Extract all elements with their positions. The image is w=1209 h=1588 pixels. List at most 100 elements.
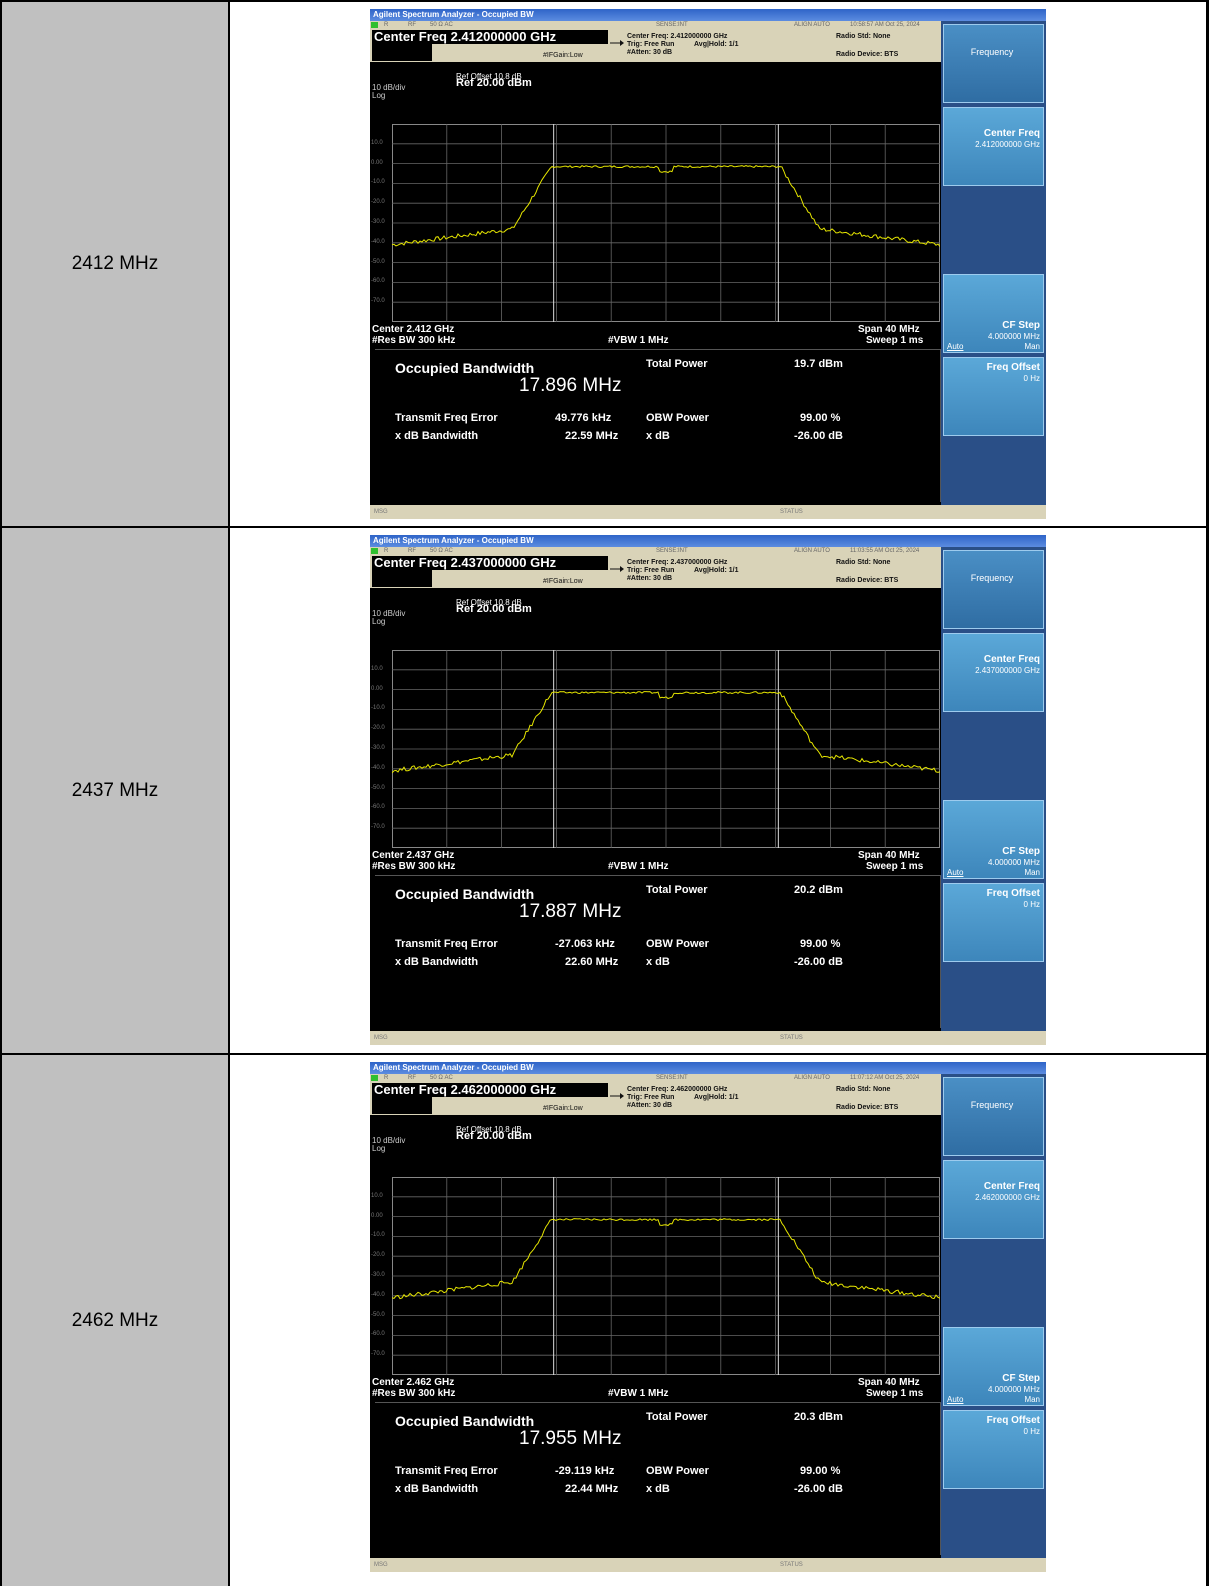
freq-offset-softkey[interactable]: Freq Offset 0 Hz xyxy=(943,1410,1044,1489)
xdb-bandwidth-value: 22.59 MHz xyxy=(565,430,619,442)
log-scale-label: Log xyxy=(372,91,386,100)
measurement-results-panel: Occupied Bandwidth 17.896 MHz Total Powe… xyxy=(375,349,941,502)
center-freq-softkey[interactable]: Center Freq 2.412000000 GHz xyxy=(943,107,1044,186)
if-gain: #IFGain:Low xyxy=(543,52,583,59)
freq-offset-label: Freq Offset xyxy=(986,1415,1040,1426)
input-impedance: 50 Ω AC xyxy=(430,1075,453,1081)
r-indicator: R xyxy=(384,1075,389,1081)
if-gain: #IFGain:Low xyxy=(543,1105,583,1112)
frequency-menu-button[interactable]: Frequency xyxy=(943,1077,1044,1156)
total-power-label: Total Power xyxy=(646,1411,708,1423)
spectrum-trace xyxy=(392,1218,940,1300)
cf-step-value: 4.000000 MHz xyxy=(987,1385,1040,1394)
occupied-bandwidth-value: 17.896 MHz xyxy=(519,375,622,396)
input-impedance: 50 Ω AC xyxy=(430,22,453,28)
status-label: STATUS xyxy=(780,1035,803,1041)
obw-power-label: OBW Power xyxy=(646,1465,709,1477)
y-tick-label: 10.0 xyxy=(371,139,383,146)
resolution-bandwidth: #Res BW 300 kHz xyxy=(372,335,456,346)
obw-power-label: OBW Power xyxy=(646,938,709,950)
log-scale-label: Log xyxy=(372,617,386,626)
channel-frequency-label: 2412 MHz xyxy=(71,253,159,274)
lxi-indicator-icon xyxy=(371,22,378,28)
obw-power-value: 99.00 % xyxy=(800,1465,841,1477)
cf-step-auto: Auto xyxy=(947,1395,964,1404)
frequency-menu-button[interactable]: Frequency xyxy=(943,24,1044,103)
spectrum-graticule xyxy=(392,124,940,322)
frequency-menu-label: Frequency xyxy=(970,1100,1014,1110)
cf-step-man: Man xyxy=(1024,1395,1040,1404)
transmit-freq-error-label: Transmit Freq Error xyxy=(395,1465,498,1477)
frequency-label-cell: 2462 MHz xyxy=(2,1055,230,1586)
center-freq-softkey[interactable]: Center Freq 2.462000000 GHz xyxy=(943,1160,1044,1239)
freq-offset-value: 0 Hz xyxy=(1023,1427,1040,1436)
y-tick-label: -60.0 xyxy=(371,1331,385,1338)
trigger-info: Trig: Free Run xyxy=(627,1094,675,1101)
freq-offset-softkey[interactable]: Freq Offset 0 Hz xyxy=(943,357,1044,436)
span: Span 40 MHz xyxy=(858,1377,920,1388)
y-tick-label: -70.0 xyxy=(371,298,385,305)
center-freq-softkey[interactable]: Center Freq 2.437000000 GHz xyxy=(943,633,1044,712)
radio-std: Radio Std: None xyxy=(836,559,891,566)
rf-indicator: RF xyxy=(408,548,416,554)
trigger-info: Trig: Free Run xyxy=(627,567,675,574)
avg-hold-info: Avg|Hold: 1/1 xyxy=(694,567,739,574)
occupied-bandwidth-value: 17.887 MHz xyxy=(519,901,622,922)
status-line: R RF 50 Ω AC SENSE:INT ALIGN AUTO 11:03:… xyxy=(370,547,941,555)
y-tick-label: -60.0 xyxy=(371,278,385,285)
video-bandwidth: #VBW 1 MHz xyxy=(608,335,669,346)
sweep-time: Sweep 1 ms xyxy=(866,1388,924,1399)
obw-power-value: 99.00 % xyxy=(800,938,841,950)
radio-device: Radio Device: BTS xyxy=(836,51,899,58)
center-freq-title: Center Freq 2.412000000 GHz xyxy=(372,30,608,44)
frequency-menu-button[interactable]: Frequency xyxy=(943,550,1044,629)
align-indicator: ALIGN AUTO xyxy=(794,1075,830,1081)
r-indicator: R xyxy=(384,22,389,28)
cf-step-softkey[interactable]: CF Step 4.000000 MHz Man Auto xyxy=(943,1327,1044,1406)
cf-step-value: 4.000000 MHz xyxy=(987,858,1040,867)
analyzer-title-bar: Agilent Spectrum Analyzer - Occupied BW xyxy=(370,9,1046,21)
total-power-label: Total Power xyxy=(646,884,708,896)
log-scale-label: Log xyxy=(372,1144,386,1153)
cf-step-softkey[interactable]: CF Step 4.000000 MHz Man Auto xyxy=(943,274,1044,353)
y-tick-label: -70.0 xyxy=(371,1351,385,1358)
ref-level: Ref 20.00 dBm xyxy=(456,603,532,615)
row-2462: 2462 MHz Agilent Spectrum Analyzer - Occ… xyxy=(2,1055,1206,1586)
table-row xyxy=(2,528,1206,1055)
spectrum-plot-area: Ref Offset 10.8 dB Ref 20.00 dBm 10 dB/d… xyxy=(370,1115,941,1402)
center-freq-softkey-value: 2.437000000 GHz xyxy=(975,666,1040,675)
header-black-block xyxy=(372,44,432,61)
occupied-bandwidth-label: Occupied Bandwidth xyxy=(395,886,535,902)
xdb-bandwidth-label: x dB Bandwidth xyxy=(395,956,479,968)
attenuation-info: #Atten: 30 dB xyxy=(627,49,673,56)
y-tick-label: -30.0 xyxy=(371,1272,385,1278)
header-black-block xyxy=(372,570,432,587)
ref-level: Ref 20.00 dBm xyxy=(456,1130,532,1142)
cf-step-label: CF Step xyxy=(1002,1373,1040,1384)
xdb-bandwidth-value: 22.44 MHz xyxy=(565,1483,619,1495)
y-tick-label: 0.00 xyxy=(371,1212,383,1219)
align-indicator: ALIGN AUTO xyxy=(794,22,830,28)
timestamp: 11:03:55 AM Oct 25, 2024 xyxy=(850,548,920,554)
center-freq-softkey-value: 2.412000000 GHz xyxy=(975,140,1040,149)
spectrum-analyzer-screenshot: Agilent Spectrum Analyzer - Occupied BW … xyxy=(370,9,1046,519)
spectrum-trace xyxy=(392,691,940,774)
frequency-menu-label: Frequency xyxy=(970,573,1014,583)
y-tick-label: 10.0 xyxy=(371,665,383,672)
softkey-panel: Frequency Center Freq 2.462000000 GHz CF… xyxy=(941,1074,1046,1558)
status-line: R RF 50 Ω AC SENSE:INT ALIGN AUTO 11:07:… xyxy=(370,1074,941,1082)
center-freq-softkey-value: 2.462000000 GHz xyxy=(975,1193,1040,1202)
scale-per-div: 10 dB/div xyxy=(372,609,406,618)
frequency-label-cell: 2412 MHz xyxy=(2,2,230,526)
center-frequency: Center 2.462 GHz xyxy=(372,1377,455,1388)
cf-step-man: Man xyxy=(1024,868,1040,877)
cf-step-softkey[interactable]: CF Step 4.000000 MHz Man Auto xyxy=(943,800,1044,879)
timestamp: 10:58:57 AM Oct 25, 2024 xyxy=(850,22,920,28)
attenuation-info: #Atten: 30 dB xyxy=(627,575,673,582)
freq-offset-value: 0 Hz xyxy=(1023,900,1040,909)
y-tick-label: -60.0 xyxy=(371,804,385,811)
y-tick-label: -20.0 xyxy=(371,1252,385,1259)
freq-offset-softkey[interactable]: Freq Offset 0 Hz xyxy=(943,883,1044,962)
y-tick-label: 0.00 xyxy=(371,685,383,692)
